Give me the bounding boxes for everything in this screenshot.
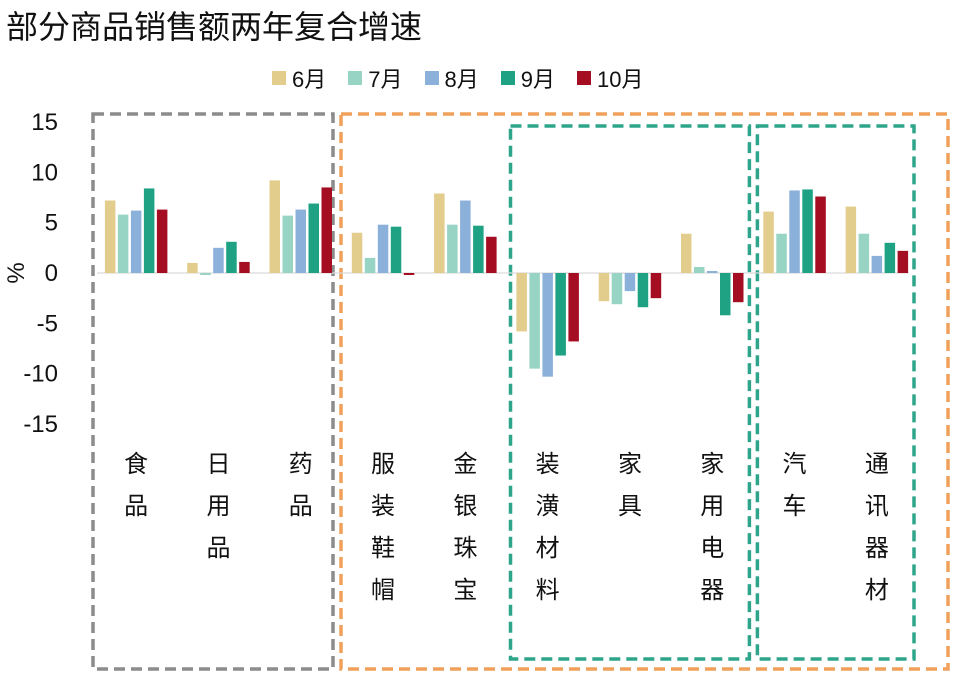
category-label: 家具 bbox=[618, 450, 642, 520]
bar bbox=[486, 236, 497, 273]
bar bbox=[720, 273, 731, 316]
bars bbox=[97, 180, 909, 377]
group-box bbox=[508, 124, 752, 661]
bar bbox=[707, 270, 718, 273]
legend-swatch bbox=[424, 71, 439, 85]
legend-label: 6月 bbox=[292, 67, 327, 92]
category-label: 服装鞋帽 bbox=[371, 450, 395, 604]
bar bbox=[282, 215, 293, 273]
bar bbox=[763, 211, 774, 273]
legend-label: 9月 bbox=[520, 67, 555, 92]
bar bbox=[403, 273, 415, 276]
bar bbox=[611, 273, 623, 305]
category-label: 汽车 bbox=[783, 450, 807, 520]
group-box bbox=[339, 112, 950, 671]
bar bbox=[308, 203, 319, 273]
category-labels: 食品 日用品 药品 服装鞋帽 金银珠宝 装潢材料 家具 家用电器 汽车 通讯器材 bbox=[124, 450, 889, 604]
category-label: 装潢材料 bbox=[536, 450, 560, 604]
group-boxes bbox=[91, 112, 950, 671]
bar bbox=[104, 200, 116, 273]
bar bbox=[187, 262, 198, 273]
bar bbox=[681, 233, 692, 273]
bar bbox=[213, 247, 224, 273]
bar bbox=[200, 273, 211, 276]
bar bbox=[351, 232, 363, 273]
category-label: 药品 bbox=[289, 450, 313, 520]
bar bbox=[364, 257, 376, 273]
bar bbox=[845, 206, 857, 273]
y-tick-label: 5 bbox=[45, 210, 58, 237]
bar bbox=[447, 224, 458, 273]
legend-label: 8月 bbox=[444, 67, 479, 92]
bar bbox=[624, 273, 636, 292]
bar bbox=[637, 273, 649, 308]
legend-item: 9月 bbox=[500, 62, 555, 94]
bar bbox=[269, 180, 280, 273]
bar bbox=[473, 225, 484, 273]
chart-title: 部分商品销售额两年复合增速 bbox=[6, 8, 423, 46]
category-label: 家用电器 bbox=[700, 450, 724, 604]
chart-legend: 6月 7月 8月 9月 10月 bbox=[272, 62, 643, 94]
legend-item: 8月 bbox=[424, 62, 479, 94]
bar bbox=[650, 273, 662, 299]
y-tick-label: -15 bbox=[23, 411, 58, 438]
legend-item: 6月 bbox=[272, 62, 326, 94]
legend-swatch bbox=[348, 71, 363, 85]
bar bbox=[897, 250, 909, 273]
bar bbox=[295, 209, 306, 273]
bar bbox=[156, 209, 168, 273]
category-label: 食品 bbox=[124, 450, 148, 520]
y-tick-label: 15 bbox=[31, 109, 58, 136]
y-tick-label: -5 bbox=[37, 310, 58, 337]
bar bbox=[516, 273, 527, 332]
bar bbox=[143, 188, 155, 273]
bar bbox=[377, 224, 389, 273]
bar bbox=[130, 210, 142, 273]
bar bbox=[460, 200, 471, 273]
legend-label: 10月 bbox=[597, 67, 644, 92]
bar bbox=[733, 273, 744, 303]
legend-swatch bbox=[272, 71, 286, 85]
bar bbox=[529, 273, 540, 369]
category-label: 金银珠宝 bbox=[453, 450, 477, 604]
legend-swatch bbox=[500, 71, 515, 85]
bar bbox=[542, 273, 553, 377]
legend-item: 7月 bbox=[348, 62, 403, 94]
group-box bbox=[91, 112, 335, 671]
bar bbox=[226, 241, 237, 273]
bar bbox=[858, 233, 870, 273]
category-label: 日用品 bbox=[206, 450, 230, 562]
legend-label: 7月 bbox=[368, 67, 403, 92]
bar bbox=[871, 255, 883, 273]
bar bbox=[390, 226, 402, 273]
bar bbox=[789, 190, 800, 273]
bar bbox=[239, 261, 250, 273]
bar bbox=[321, 187, 332, 273]
bar bbox=[598, 273, 610, 302]
bar bbox=[815, 196, 826, 273]
bar bbox=[117, 214, 129, 273]
y-tick-label: 10 bbox=[31, 159, 58, 186]
group-box bbox=[755, 124, 916, 661]
category-label: 通讯器材 bbox=[865, 450, 889, 604]
legend-item: 10月 bbox=[577, 62, 643, 94]
y-axis-label: % bbox=[3, 262, 30, 283]
bar bbox=[568, 273, 579, 342]
bar bbox=[555, 273, 566, 356]
bar bbox=[434, 193, 445, 273]
y-tick-label: -10 bbox=[23, 361, 58, 388]
bar bbox=[694, 266, 705, 273]
bar bbox=[776, 233, 787, 273]
legend-swatch bbox=[577, 71, 591, 85]
y-axis: 15 10 5 0 -5 -10 -15% bbox=[3, 109, 58, 438]
bar bbox=[884, 242, 896, 273]
y-tick-label: 0 bbox=[45, 260, 58, 287]
bar bbox=[802, 189, 813, 273]
